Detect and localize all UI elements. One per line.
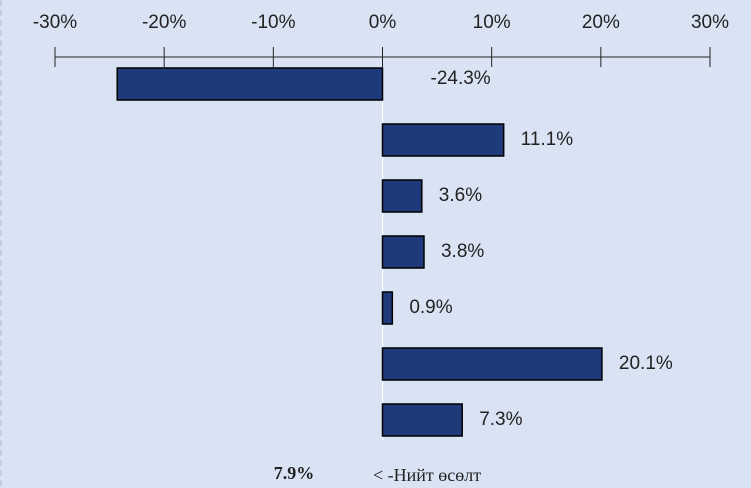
bar <box>381 347 603 381</box>
bar <box>381 291 394 325</box>
x-tick-label: -20% <box>142 12 186 33</box>
value-label: 11.1% <box>521 129 574 150</box>
bar <box>116 67 384 101</box>
value-label: -24.3% <box>431 68 491 89</box>
value-label: 3.6% <box>439 185 482 206</box>
value-label: 3.8% <box>441 241 484 262</box>
x-tick-label: 0% <box>369 12 397 33</box>
x-tick-label: 10% <box>473 12 511 33</box>
x-tick-label: 30% <box>691 12 729 33</box>
bar <box>381 235 425 269</box>
bar <box>381 123 505 157</box>
bar <box>381 179 423 213</box>
total-caption: < -Нийт өсөлт <box>373 465 481 485</box>
total-value: 7.9% <box>274 463 315 483</box>
x-tick-label: 20% <box>582 12 620 33</box>
bar <box>381 403 463 437</box>
x-tick-label: -30% <box>33 12 77 33</box>
x-tick-label: -10% <box>251 12 295 33</box>
value-label: 20.1% <box>619 353 673 374</box>
value-label: 0.9% <box>409 297 452 318</box>
value-label: 7.3% <box>479 409 522 430</box>
